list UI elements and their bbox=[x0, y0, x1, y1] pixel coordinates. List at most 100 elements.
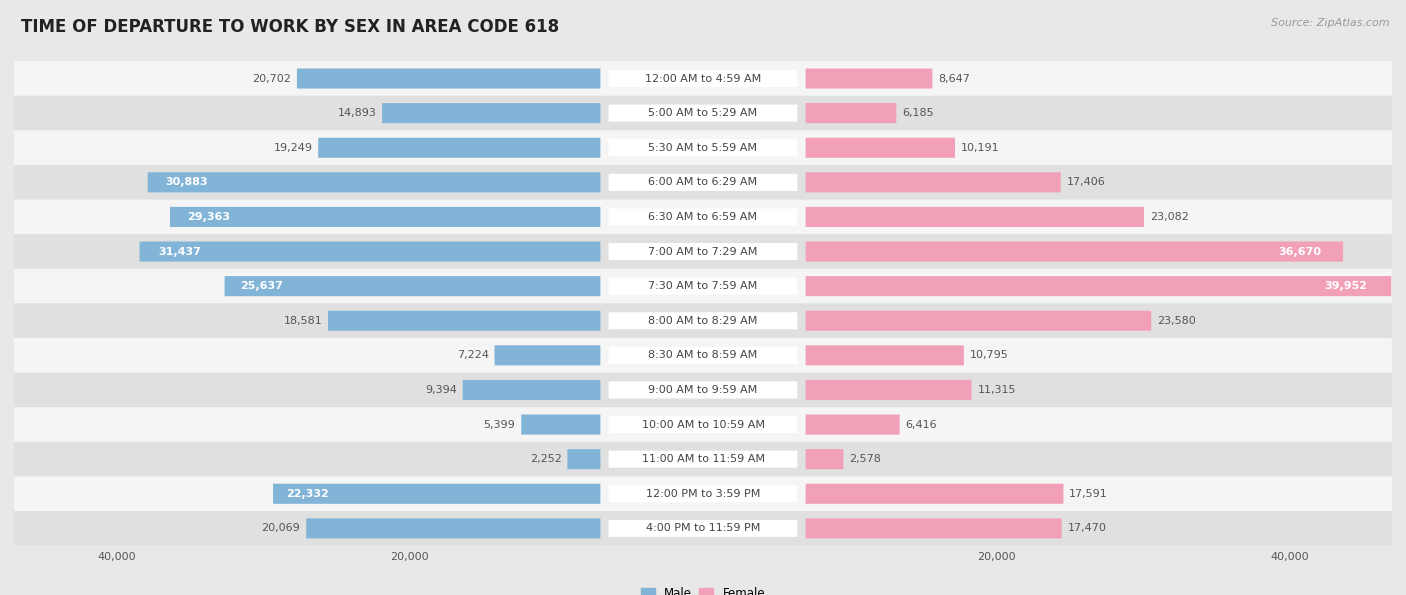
FancyBboxPatch shape bbox=[806, 484, 1063, 504]
Text: 6,416: 6,416 bbox=[905, 419, 938, 430]
Text: 2,252: 2,252 bbox=[530, 454, 561, 464]
FancyBboxPatch shape bbox=[609, 312, 797, 329]
Text: 10,191: 10,191 bbox=[960, 143, 1000, 153]
FancyBboxPatch shape bbox=[806, 242, 1343, 262]
FancyBboxPatch shape bbox=[139, 242, 600, 262]
Text: 23,082: 23,082 bbox=[1150, 212, 1188, 222]
Text: 17,591: 17,591 bbox=[1070, 488, 1108, 499]
FancyBboxPatch shape bbox=[806, 345, 965, 365]
FancyBboxPatch shape bbox=[14, 303, 1392, 338]
Text: 19,249: 19,249 bbox=[273, 143, 312, 153]
Text: TIME OF DEPARTURE TO WORK BY SEX IN AREA CODE 618: TIME OF DEPARTURE TO WORK BY SEX IN AREA… bbox=[21, 18, 560, 36]
FancyBboxPatch shape bbox=[522, 415, 600, 434]
Text: 25,637: 25,637 bbox=[239, 281, 283, 291]
Text: 36,670: 36,670 bbox=[1278, 246, 1322, 256]
Text: 11,315: 11,315 bbox=[977, 385, 1015, 395]
FancyBboxPatch shape bbox=[806, 137, 955, 158]
FancyBboxPatch shape bbox=[609, 105, 797, 121]
Text: 39,952: 39,952 bbox=[1324, 281, 1368, 291]
Text: 9:00 AM to 9:59 AM: 9:00 AM to 9:59 AM bbox=[648, 385, 758, 395]
Text: 23,580: 23,580 bbox=[1157, 316, 1197, 325]
Text: 8:30 AM to 8:59 AM: 8:30 AM to 8:59 AM bbox=[648, 350, 758, 361]
Text: 6,185: 6,185 bbox=[903, 108, 934, 118]
FancyBboxPatch shape bbox=[14, 338, 1392, 372]
FancyBboxPatch shape bbox=[806, 103, 896, 123]
FancyBboxPatch shape bbox=[806, 68, 932, 89]
Text: 22,332: 22,332 bbox=[287, 488, 329, 499]
FancyBboxPatch shape bbox=[170, 207, 600, 227]
FancyBboxPatch shape bbox=[463, 380, 600, 400]
FancyBboxPatch shape bbox=[609, 450, 797, 468]
FancyBboxPatch shape bbox=[609, 520, 797, 537]
Text: 10:00 AM to 10:59 AM: 10:00 AM to 10:59 AM bbox=[641, 419, 765, 430]
FancyBboxPatch shape bbox=[609, 347, 797, 364]
FancyBboxPatch shape bbox=[609, 381, 797, 399]
Text: 29,363: 29,363 bbox=[187, 212, 231, 222]
Text: 2,578: 2,578 bbox=[849, 454, 882, 464]
Text: 18,581: 18,581 bbox=[284, 316, 322, 325]
FancyBboxPatch shape bbox=[14, 372, 1392, 407]
Text: 12:00 AM to 4:59 AM: 12:00 AM to 4:59 AM bbox=[645, 74, 761, 83]
FancyBboxPatch shape bbox=[609, 243, 797, 260]
FancyBboxPatch shape bbox=[14, 165, 1392, 200]
FancyBboxPatch shape bbox=[307, 518, 600, 538]
FancyBboxPatch shape bbox=[14, 511, 1392, 546]
FancyBboxPatch shape bbox=[318, 137, 600, 158]
FancyBboxPatch shape bbox=[14, 200, 1392, 234]
FancyBboxPatch shape bbox=[273, 484, 600, 504]
FancyBboxPatch shape bbox=[148, 173, 600, 192]
Legend: Male, Female: Male, Female bbox=[636, 583, 770, 595]
FancyBboxPatch shape bbox=[609, 208, 797, 226]
FancyBboxPatch shape bbox=[14, 407, 1392, 442]
FancyBboxPatch shape bbox=[609, 416, 797, 433]
Text: 6:30 AM to 6:59 AM: 6:30 AM to 6:59 AM bbox=[648, 212, 758, 222]
Text: 7:30 AM to 7:59 AM: 7:30 AM to 7:59 AM bbox=[648, 281, 758, 291]
FancyBboxPatch shape bbox=[14, 442, 1392, 477]
Text: Source: ZipAtlas.com: Source: ZipAtlas.com bbox=[1271, 18, 1389, 28]
FancyBboxPatch shape bbox=[225, 276, 600, 296]
Text: 10,795: 10,795 bbox=[970, 350, 1008, 361]
FancyBboxPatch shape bbox=[495, 345, 600, 365]
Text: 14,893: 14,893 bbox=[337, 108, 377, 118]
FancyBboxPatch shape bbox=[14, 269, 1392, 303]
Text: 4:00 PM to 11:59 PM: 4:00 PM to 11:59 PM bbox=[645, 524, 761, 533]
FancyBboxPatch shape bbox=[806, 173, 1060, 192]
Text: 17,406: 17,406 bbox=[1067, 177, 1105, 187]
FancyBboxPatch shape bbox=[609, 486, 797, 502]
Text: 12:00 PM to 3:59 PM: 12:00 PM to 3:59 PM bbox=[645, 488, 761, 499]
FancyBboxPatch shape bbox=[806, 449, 844, 469]
FancyBboxPatch shape bbox=[14, 61, 1392, 96]
Text: 30,883: 30,883 bbox=[166, 177, 208, 187]
FancyBboxPatch shape bbox=[14, 477, 1392, 511]
FancyBboxPatch shape bbox=[609, 174, 797, 191]
FancyBboxPatch shape bbox=[609, 278, 797, 295]
Text: 17,470: 17,470 bbox=[1067, 524, 1107, 533]
FancyBboxPatch shape bbox=[14, 130, 1392, 165]
Text: 11:00 AM to 11:59 AM: 11:00 AM to 11:59 AM bbox=[641, 454, 765, 464]
FancyBboxPatch shape bbox=[297, 68, 600, 89]
Text: 8,647: 8,647 bbox=[938, 74, 970, 83]
FancyBboxPatch shape bbox=[568, 449, 600, 469]
FancyBboxPatch shape bbox=[806, 415, 900, 434]
Text: 20,702: 20,702 bbox=[252, 74, 291, 83]
FancyBboxPatch shape bbox=[328, 311, 600, 331]
FancyBboxPatch shape bbox=[609, 139, 797, 156]
FancyBboxPatch shape bbox=[14, 234, 1392, 269]
Text: 7,224: 7,224 bbox=[457, 350, 489, 361]
FancyBboxPatch shape bbox=[806, 311, 1152, 331]
Text: 7:00 AM to 7:29 AM: 7:00 AM to 7:29 AM bbox=[648, 246, 758, 256]
FancyBboxPatch shape bbox=[806, 380, 972, 400]
FancyBboxPatch shape bbox=[14, 96, 1392, 130]
Text: 9,394: 9,394 bbox=[425, 385, 457, 395]
FancyBboxPatch shape bbox=[382, 103, 600, 123]
FancyBboxPatch shape bbox=[609, 70, 797, 87]
Text: 20,069: 20,069 bbox=[262, 524, 301, 533]
Text: 31,437: 31,437 bbox=[157, 246, 201, 256]
FancyBboxPatch shape bbox=[806, 518, 1062, 538]
Text: 6:00 AM to 6:29 AM: 6:00 AM to 6:29 AM bbox=[648, 177, 758, 187]
Text: 8:00 AM to 8:29 AM: 8:00 AM to 8:29 AM bbox=[648, 316, 758, 325]
FancyBboxPatch shape bbox=[806, 276, 1391, 296]
FancyBboxPatch shape bbox=[806, 207, 1144, 227]
Text: 5,399: 5,399 bbox=[484, 419, 516, 430]
Text: 5:30 AM to 5:59 AM: 5:30 AM to 5:59 AM bbox=[648, 143, 758, 153]
